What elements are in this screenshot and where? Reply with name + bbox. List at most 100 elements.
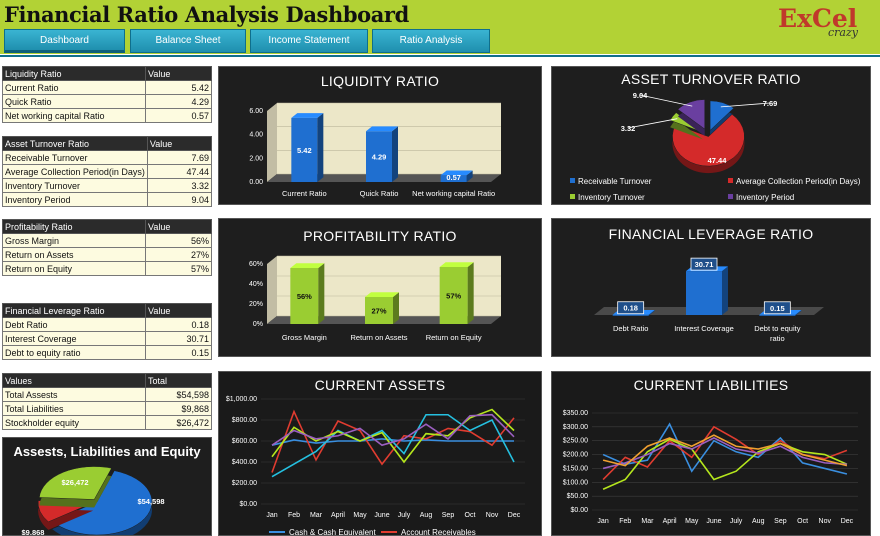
data-label: 56% <box>297 292 312 301</box>
row-value: $54,598 <box>145 387 212 402</box>
bar <box>612 314 649 316</box>
row-label: Return on Equity <box>2 261 146 276</box>
pie-slice <box>39 466 112 500</box>
row-label: Total Liabilities <box>2 401 146 416</box>
chart-title: FINANCIAL LEVERAGE RATIO <box>608 226 814 242</box>
y-tick-label: $400.00 <box>232 459 257 466</box>
y-tick-label: $0.00 <box>239 501 257 508</box>
legend-swatch <box>570 178 575 183</box>
bar-top <box>365 292 399 297</box>
bar <box>366 131 392 182</box>
totals-table: Values Total Total Assests $54,598 Total L… <box>2 373 212 430</box>
table-header: Liquidity Ratio <box>2 66 146 81</box>
x-tick-label: Jan <box>597 518 608 525</box>
row-label: Return on Assets <box>2 247 146 262</box>
row-value: 0.15 <box>145 345 212 360</box>
row-label: Debt to equity ratio <box>2 345 146 360</box>
legend-label: Average Collection Period(in Days) <box>736 177 861 186</box>
y-tick-label: $300.00 <box>563 424 588 431</box>
row-value: 57% <box>145 261 212 276</box>
data-label: 47.44 <box>708 156 728 165</box>
data-label-box <box>690 257 718 271</box>
bar-side <box>795 309 802 316</box>
x-tick-label: May <box>685 518 699 525</box>
table-row: Total Assests $54,598 <box>2 387 212 402</box>
row-label: Net working capital Ratio <box>2 108 146 123</box>
x-tick-label: June <box>706 518 721 525</box>
y-tick-label: $1,000.00 <box>226 396 257 403</box>
y-tick-label: $200.00 <box>563 452 588 459</box>
y-tick-label: 4.00 <box>249 132 263 139</box>
header-separator <box>0 55 880 57</box>
y-tick-label: 20% <box>249 301 263 308</box>
logo-sub-text: crazy <box>828 26 858 39</box>
x-tick-label: ratio <box>770 334 785 343</box>
profitability-table: Profitability Ratio Value Gross Margin 56%… <box>2 219 212 276</box>
table-header: Values <box>2 373 146 388</box>
data-label: 4.29 <box>372 153 387 162</box>
data-label-box <box>763 301 791 315</box>
current-liabilities-chart: $0.00 $50.00 $100.00 $150.00 $200.00 $250.00 $… <box>563 410 858 525</box>
x-tick-label: Oct <box>797 518 808 525</box>
bar-side <box>317 113 324 182</box>
data-label: 30.71 <box>695 260 714 269</box>
legend-label: Cash & Cash Equivalent <box>289 528 376 536</box>
chart-title: LIQUIDITY RATIO <box>320 73 440 89</box>
leader-line <box>639 94 693 107</box>
leverage-chart-panel: FINANCIAL LEVERAGE RATIO 0.18 Debt Ratio 3… <box>551 218 871 357</box>
profitability-chart-panel: PROFITABILITY RATIO 0% 20% 40% 60% 56% Gross … <box>218 218 542 357</box>
x-tick-label: Return on Assets <box>350 333 407 342</box>
tab-dashboard[interactable]: Dashboard <box>4 29 125 53</box>
series-line <box>271 413 515 478</box>
logo-main-text: ExCel <box>778 4 858 33</box>
x-tick-label: Dec <box>508 512 521 519</box>
row-label: Interest Coverage <box>2 331 146 346</box>
bar-side <box>466 170 473 182</box>
tab-income-statement[interactable]: Income Statement <box>250 29 368 53</box>
y-tick-label: $250.00 <box>563 438 588 445</box>
pie-slice-side <box>670 119 703 140</box>
data-label: 0.18 <box>623 304 638 313</box>
row-label: Receivable Turnover <box>2 150 148 165</box>
table-header: Asset Turnover Ratio <box>2 136 148 151</box>
app-title: Financial Ratio Analysis Dashboard <box>4 2 409 27</box>
x-tick-label: Sep <box>442 512 455 519</box>
bar-top <box>290 263 325 268</box>
bar-top <box>291 113 324 118</box>
liquidity-table: Liquidity Ratio Value Current Ratio 5.42 Q… <box>2 66 212 123</box>
data-label: 57% <box>446 292 461 301</box>
pie-slice <box>672 114 745 167</box>
table-row: Inventory Period 9.04 <box>2 192 213 207</box>
x-tick-label: Current Ratio <box>282 189 327 198</box>
data-label: 9.04 <box>633 91 648 100</box>
x-tick-label: Nov <box>819 518 832 525</box>
asset-turnover-table: Asset Turnover Ratio Value Receivable Tur… <box>2 136 213 207</box>
x-tick-label: June <box>374 512 389 519</box>
leader-line <box>720 102 771 108</box>
y-tick-label: 0.00 <box>249 179 263 186</box>
data-label: 7.69 <box>763 99 778 108</box>
x-tick-label: Debt Ratio <box>613 324 648 333</box>
tab-balance-sheet[interactable]: Balance Sheet <box>130 29 246 53</box>
table-row: Return on Assets 27% <box>2 247 212 262</box>
chart-title: PROFITABILITY RATIO <box>303 228 457 244</box>
y-tick-label: $50.00 <box>567 493 589 500</box>
table-header: Total <box>145 373 212 388</box>
table-row: Stockholder equity $26,472 <box>2 415 212 430</box>
data-label: 0.57 <box>446 173 461 182</box>
current-liabilities-chart-panel: CURRENT LIABILITIES $0.00 $50.00 $100.00 $1… <box>551 371 871 536</box>
legend-label: Account Receivables <box>401 528 476 536</box>
legend-swatch <box>570 194 575 199</box>
x-tick-label: Mar <box>310 512 323 519</box>
table-header: Value <box>146 136 213 151</box>
bar-side <box>393 292 399 324</box>
y-tick-label: $800.00 <box>232 417 257 424</box>
data-label: $26,472 <box>61 478 88 487</box>
row-label: Current Ratio <box>2 80 146 95</box>
row-value: 7.69 <box>146 150 213 165</box>
y-tick-label: 40% <box>249 281 263 288</box>
row-label: Total Assests <box>2 387 146 402</box>
table-row: Total Liabilities $9,868 <box>2 401 212 416</box>
table-row: Receivable Turnover 7.69 <box>2 150 213 165</box>
tab-ratio-analysis[interactable]: Ratio Analysis <box>372 29 490 53</box>
